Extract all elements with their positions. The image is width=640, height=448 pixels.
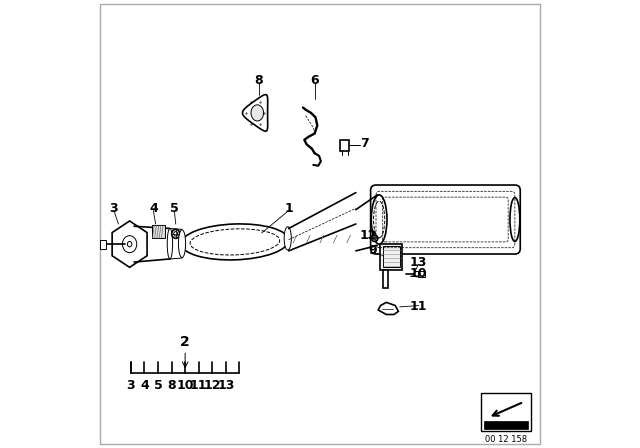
Ellipse shape (167, 228, 173, 259)
Text: 5: 5 (170, 202, 179, 215)
Text: 10: 10 (410, 267, 428, 280)
Text: 8: 8 (254, 74, 263, 87)
Text: 4: 4 (140, 379, 149, 392)
Text: 3: 3 (109, 202, 118, 215)
Ellipse shape (181, 224, 289, 260)
Bar (383, 270, 388, 288)
Text: 1: 1 (284, 202, 293, 215)
Ellipse shape (284, 227, 291, 250)
Bar (481, 393, 531, 431)
Text: 8: 8 (167, 379, 176, 392)
Text: 13: 13 (217, 379, 234, 392)
Polygon shape (484, 421, 528, 429)
Polygon shape (243, 95, 268, 131)
Bar (100, 240, 106, 249)
Text: 11: 11 (190, 379, 207, 392)
Ellipse shape (173, 232, 178, 236)
Polygon shape (251, 105, 264, 121)
Bar (340, 140, 349, 151)
Text: 6: 6 (310, 74, 319, 87)
Text: 13: 13 (410, 255, 428, 269)
Ellipse shape (127, 241, 132, 247)
Ellipse shape (172, 229, 180, 238)
Text: 3: 3 (127, 379, 135, 392)
Text: 5: 5 (154, 379, 163, 392)
Text: 2: 2 (180, 335, 190, 349)
Text: 4: 4 (149, 202, 157, 215)
Ellipse shape (371, 195, 387, 244)
Bar (152, 225, 165, 238)
Ellipse shape (371, 235, 378, 241)
Text: 11: 11 (410, 300, 428, 314)
Bar (380, 244, 402, 270)
Bar (383, 246, 400, 267)
Ellipse shape (414, 271, 419, 277)
Polygon shape (112, 221, 147, 267)
Ellipse shape (179, 230, 186, 258)
FancyBboxPatch shape (371, 185, 520, 254)
Text: 10: 10 (177, 379, 194, 392)
Bar (418, 271, 425, 277)
Text: 9: 9 (369, 244, 377, 258)
Ellipse shape (122, 236, 137, 253)
Polygon shape (378, 302, 398, 314)
Text: 12: 12 (204, 379, 221, 392)
Text: 00 12 158: 00 12 158 (485, 435, 527, 444)
Ellipse shape (510, 198, 520, 241)
Text: 12: 12 (360, 228, 377, 242)
Text: 7: 7 (360, 137, 369, 150)
